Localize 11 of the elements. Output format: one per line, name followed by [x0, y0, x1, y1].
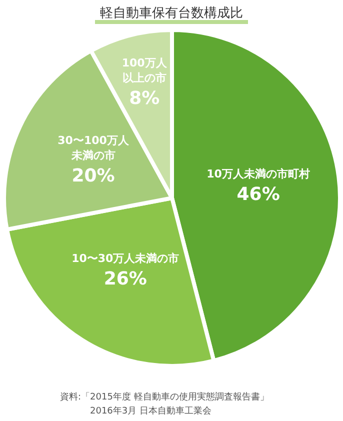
text: 2016年3月 日本自動車工業会	[90, 406, 212, 416]
slice-label: 10万人未満の市町村	[206, 168, 310, 181]
data-label: 46%	[236, 184, 280, 206]
data-label: 8%	[129, 88, 160, 110]
slice-label: 100万人以上の市	[122, 56, 168, 85]
chart-title: 軽自動車保有台数構成比	[100, 6, 243, 21]
slice-label: 10〜30万人未満の市	[72, 252, 180, 265]
text: 資料:「2015年度 軽自動車の使用実態調査報告書」	[60, 392, 269, 402]
slice-label: 30〜100万人未満の市	[58, 134, 130, 162]
data-label: 20%	[72, 165, 115, 186]
data-label: 26%	[104, 268, 147, 290]
